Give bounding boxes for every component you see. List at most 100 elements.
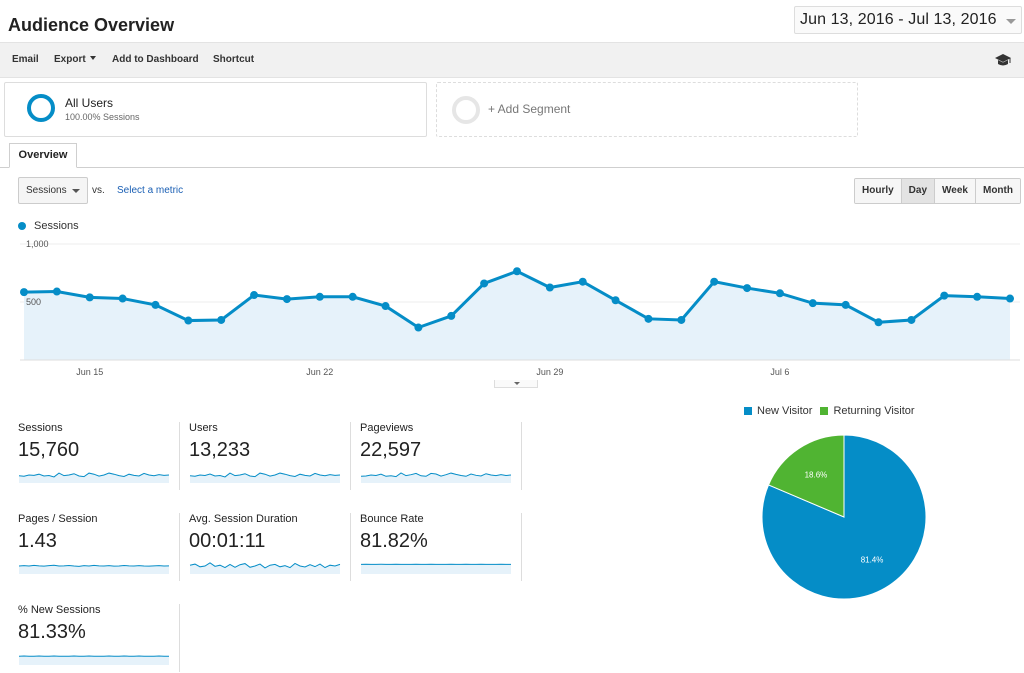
sessions-point[interactable] xyxy=(1006,294,1014,303)
metric-value: 1.43 xyxy=(18,530,57,552)
card-divider xyxy=(179,422,180,490)
card-divider xyxy=(521,513,522,581)
sessions-point[interactable] xyxy=(677,315,686,324)
metric-card[interactable]: Sessions 15,760 xyxy=(18,422,180,497)
y-tick-label: 500 xyxy=(26,297,41,307)
export-button[interactable]: Export xyxy=(54,54,96,65)
metric-card[interactable]: Pages / Session 1.43 xyxy=(18,513,180,588)
metric-card[interactable]: Users 13,233 xyxy=(189,422,351,497)
shortcut-button[interactable]: Shortcut xyxy=(213,54,255,65)
sessions-point[interactable] xyxy=(315,292,324,301)
card-divider xyxy=(521,422,522,490)
sessions-point[interactable] xyxy=(52,287,61,296)
pie-slice-label: 81.4% xyxy=(861,555,884,564)
sessions-point[interactable] xyxy=(118,294,127,303)
sessions-point[interactable] xyxy=(282,295,291,304)
card-divider xyxy=(350,422,351,490)
metric-sparkline xyxy=(360,563,511,574)
sessions-point[interactable] xyxy=(775,289,784,298)
sessions-point[interactable] xyxy=(545,283,554,292)
sessions-line-chart: 1,000 500 Jun 15 Jun 22 Jun 29 Jul 6 xyxy=(20,239,1020,377)
sparkline-area xyxy=(361,472,511,483)
sessions-point[interactable] xyxy=(907,315,916,324)
week-button[interactable]: Week xyxy=(935,179,976,203)
metric-label: Bounce Rate xyxy=(360,513,424,525)
metric-label: Pages / Session xyxy=(18,513,98,525)
sessions-point[interactable] xyxy=(20,288,28,297)
sessions-point[interactable] xyxy=(578,277,587,286)
sessions-point[interactable] xyxy=(151,300,160,309)
x-tick-label: Jun 22 xyxy=(306,367,333,377)
add-segment-button[interactable]: + Add Segment xyxy=(436,82,858,137)
metric-label: Sessions xyxy=(18,422,63,434)
tab-overview[interactable]: Overview xyxy=(9,143,77,168)
graduation-cap-icon[interactable] xyxy=(994,53,1012,67)
segment-percent: 100.00% Sessions xyxy=(65,112,140,122)
chevron-down-icon xyxy=(72,189,80,193)
pie-slice-returning-visitor[interactable] xyxy=(767,434,845,518)
card-divider xyxy=(179,513,180,581)
sessions-point[interactable] xyxy=(743,284,752,293)
sparkline-area xyxy=(19,656,169,665)
sessions-point[interactable] xyxy=(414,323,423,332)
pie-legend-returning: Returning Visitor xyxy=(820,405,915,417)
segment-name: All Users xyxy=(65,96,114,110)
hourly-button[interactable]: Hourly xyxy=(855,179,902,203)
sessions-point[interactable] xyxy=(184,316,193,325)
sessions-point[interactable] xyxy=(447,311,456,320)
legend-swatch-icon xyxy=(744,407,752,415)
page-title: Audience Overview xyxy=(8,15,175,35)
sessions-point[interactable] xyxy=(874,318,883,327)
sessions-point[interactable] xyxy=(513,267,521,276)
legend-sessions-label: Sessions xyxy=(34,220,79,232)
metric-dropdown[interactable]: Sessions xyxy=(18,177,88,204)
sessions-point[interactable] xyxy=(644,314,653,323)
sparkline-line xyxy=(18,564,170,567)
metric-card[interactable]: % New Sessions 81.33% xyxy=(18,604,180,673)
metric-label: Pageviews xyxy=(360,422,414,434)
sessions-point[interactable] xyxy=(973,292,982,301)
toolbar: Email Export Add to Dashboard Shortcut xyxy=(0,42,1024,78)
chart-expand-handle[interactable] xyxy=(494,380,538,388)
metric-sparkline xyxy=(189,562,341,574)
day-button[interactable]: Day xyxy=(901,179,936,203)
chevron-down-icon xyxy=(1006,19,1016,24)
sessions-point[interactable] xyxy=(381,302,390,311)
metric-card[interactable]: Avg. Session Duration 00:01:11 xyxy=(189,513,351,588)
sessions-point[interactable] xyxy=(480,279,489,288)
chart-legend: Sessions xyxy=(18,220,79,232)
sessions-point[interactable] xyxy=(217,315,226,324)
sessions-point[interactable] xyxy=(841,300,850,309)
sessions-point[interactable] xyxy=(611,296,620,305)
metric-dropdown-value: Sessions xyxy=(26,185,67,196)
sessions-point[interactable] xyxy=(940,291,949,300)
sparkline-line xyxy=(360,472,512,478)
pie-legend-new: New Visitor xyxy=(744,405,812,417)
month-button[interactable]: Month xyxy=(975,179,1020,203)
tabs-divider xyxy=(0,167,1024,168)
metric-card[interactable]: Pageviews 22,597 xyxy=(360,422,522,497)
metric-value: 22,597 xyxy=(360,439,422,461)
sessions-point[interactable] xyxy=(348,292,357,301)
add-to-dashboard-button[interactable]: Add to Dashboard xyxy=(112,54,199,65)
sessions-point[interactable] xyxy=(85,293,94,302)
metric-sparkline xyxy=(360,472,512,483)
visitor-pie-chart: 81.4% 18.6% xyxy=(761,434,927,600)
pie-legend-returning-label: Returning Visitor xyxy=(833,405,915,417)
metric-value: 00:01:11 xyxy=(189,530,266,552)
metric-card[interactable]: Bounce Rate 81.82% xyxy=(360,513,522,588)
date-range-picker[interactable]: Jun 13, 2016 - Jul 13, 2016 xyxy=(794,6,1022,34)
sessions-point[interactable] xyxy=(710,277,719,286)
y-tick-label: 1,000 xyxy=(26,239,49,249)
segment-all-users[interactable]: All Users 100.00% Sessions xyxy=(4,82,427,137)
metric-sparkline xyxy=(18,564,170,574)
sessions-point[interactable] xyxy=(808,299,817,308)
select-metric-link[interactable]: Select a metric xyxy=(117,185,184,196)
card-divider xyxy=(179,604,180,672)
email-button[interactable]: Email xyxy=(12,54,39,65)
x-tick-label: Jun 15 xyxy=(76,367,103,377)
metric-value: 13,233 xyxy=(189,439,251,461)
sparkline-line xyxy=(18,472,170,478)
sessions-point[interactable] xyxy=(250,291,259,300)
pie-legend-new-label: New Visitor xyxy=(757,405,813,417)
